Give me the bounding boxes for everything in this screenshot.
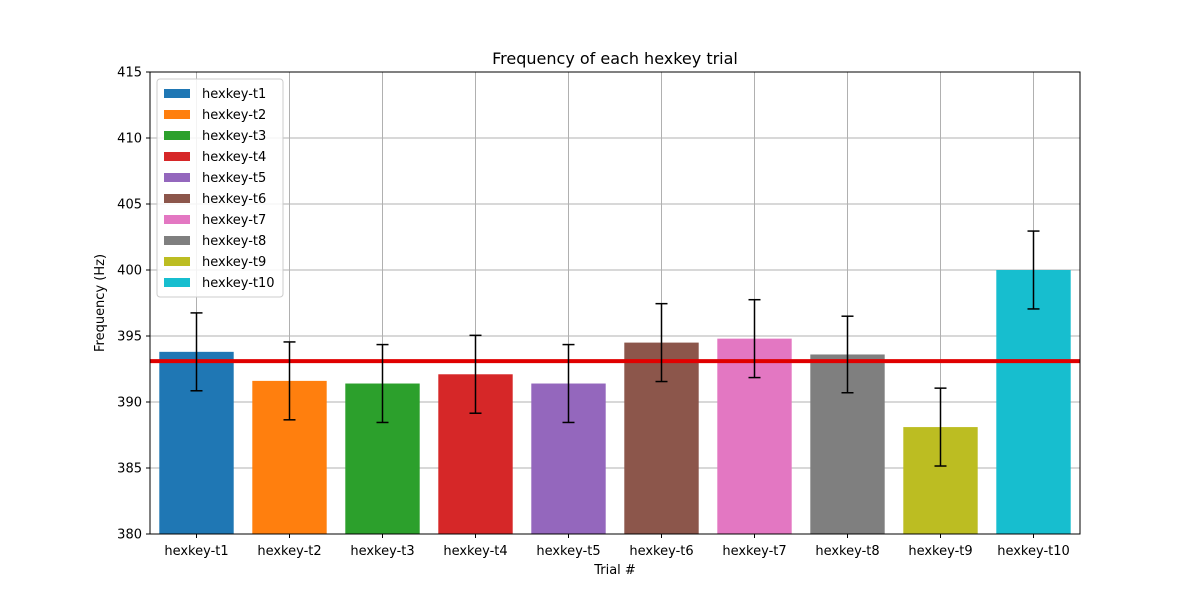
y-axis-label: Frequency (Hz) — [93, 254, 108, 352]
y-tick-label: 410 — [117, 132, 142, 147]
legend-swatch — [164, 89, 190, 98]
x-tick-label: hexkey-t5 — [536, 544, 600, 559]
legend-label: hexkey-t2 — [202, 108, 266, 123]
error-bars — [190, 230, 1040, 467]
chart-title: Frequency of each hexkey trial — [492, 49, 738, 68]
legend-label: hexkey-t1 — [202, 87, 266, 102]
legend-label: hexkey-t6 — [202, 192, 266, 207]
legend-label: hexkey-t4 — [202, 150, 266, 165]
legend-swatch — [164, 152, 190, 161]
y-tick-label: 405 — [117, 198, 142, 213]
y-tick-label: 385 — [117, 462, 142, 477]
x-tick-label: hexkey-t10 — [997, 544, 1070, 559]
legend-swatch — [164, 257, 190, 266]
legend-swatch — [164, 278, 190, 287]
legend-label: hexkey-t5 — [202, 171, 266, 186]
legend: hexkey-t1 hexkey-t2 hexkey-t3 hexkey-t4 hexk… — [156, 78, 284, 298]
y-tick-label: 380 — [117, 528, 142, 543]
bar-hexkey-t10 — [996, 270, 1071, 534]
y-tick-label: 400 — [117, 264, 142, 279]
x-tick-label: hexkey-t1 — [164, 544, 228, 559]
legend-label: hexkey-t10 — [202, 276, 275, 291]
x-tick-label: hexkey-t2 — [257, 544, 321, 559]
y-tick-label: 415 — [117, 66, 142, 81]
x-axis-ticks: hexkey-t1 hexkey-t2 hexkey-t3 hexkey-t4 hexk… — [164, 534, 1070, 559]
legend-swatch — [164, 236, 190, 245]
y-tick-label: 390 — [117, 396, 142, 411]
legend-swatch — [164, 131, 190, 140]
x-tick-label: hexkey-t3 — [350, 544, 414, 559]
legend-label: hexkey-t9 — [202, 255, 266, 270]
legend-label: hexkey-t3 — [202, 129, 266, 144]
y-tick-label: 395 — [117, 330, 142, 345]
legend-swatch — [164, 194, 190, 203]
bars — [159, 270, 1071, 534]
x-tick-label: hexkey-t8 — [815, 544, 879, 559]
legend-swatch — [164, 215, 190, 224]
x-tick-label: hexkey-t4 — [443, 544, 507, 559]
x-tick-label: hexkey-t6 — [629, 544, 693, 559]
y-axis-ticks: 380 385 390 395 400 405 410 415 — [117, 66, 150, 543]
x-tick-label: hexkey-t7 — [722, 544, 786, 559]
plot-frame — [149, 71, 1081, 535]
x-tick-label: hexkey-t9 — [908, 544, 972, 559]
x-axis-label: Trial # — [593, 563, 636, 578]
legend-swatch — [164, 173, 190, 182]
legend-label: hexkey-t7 — [202, 213, 266, 228]
legend-label: hexkey-t8 — [202, 234, 266, 249]
legend-swatch — [164, 110, 190, 119]
